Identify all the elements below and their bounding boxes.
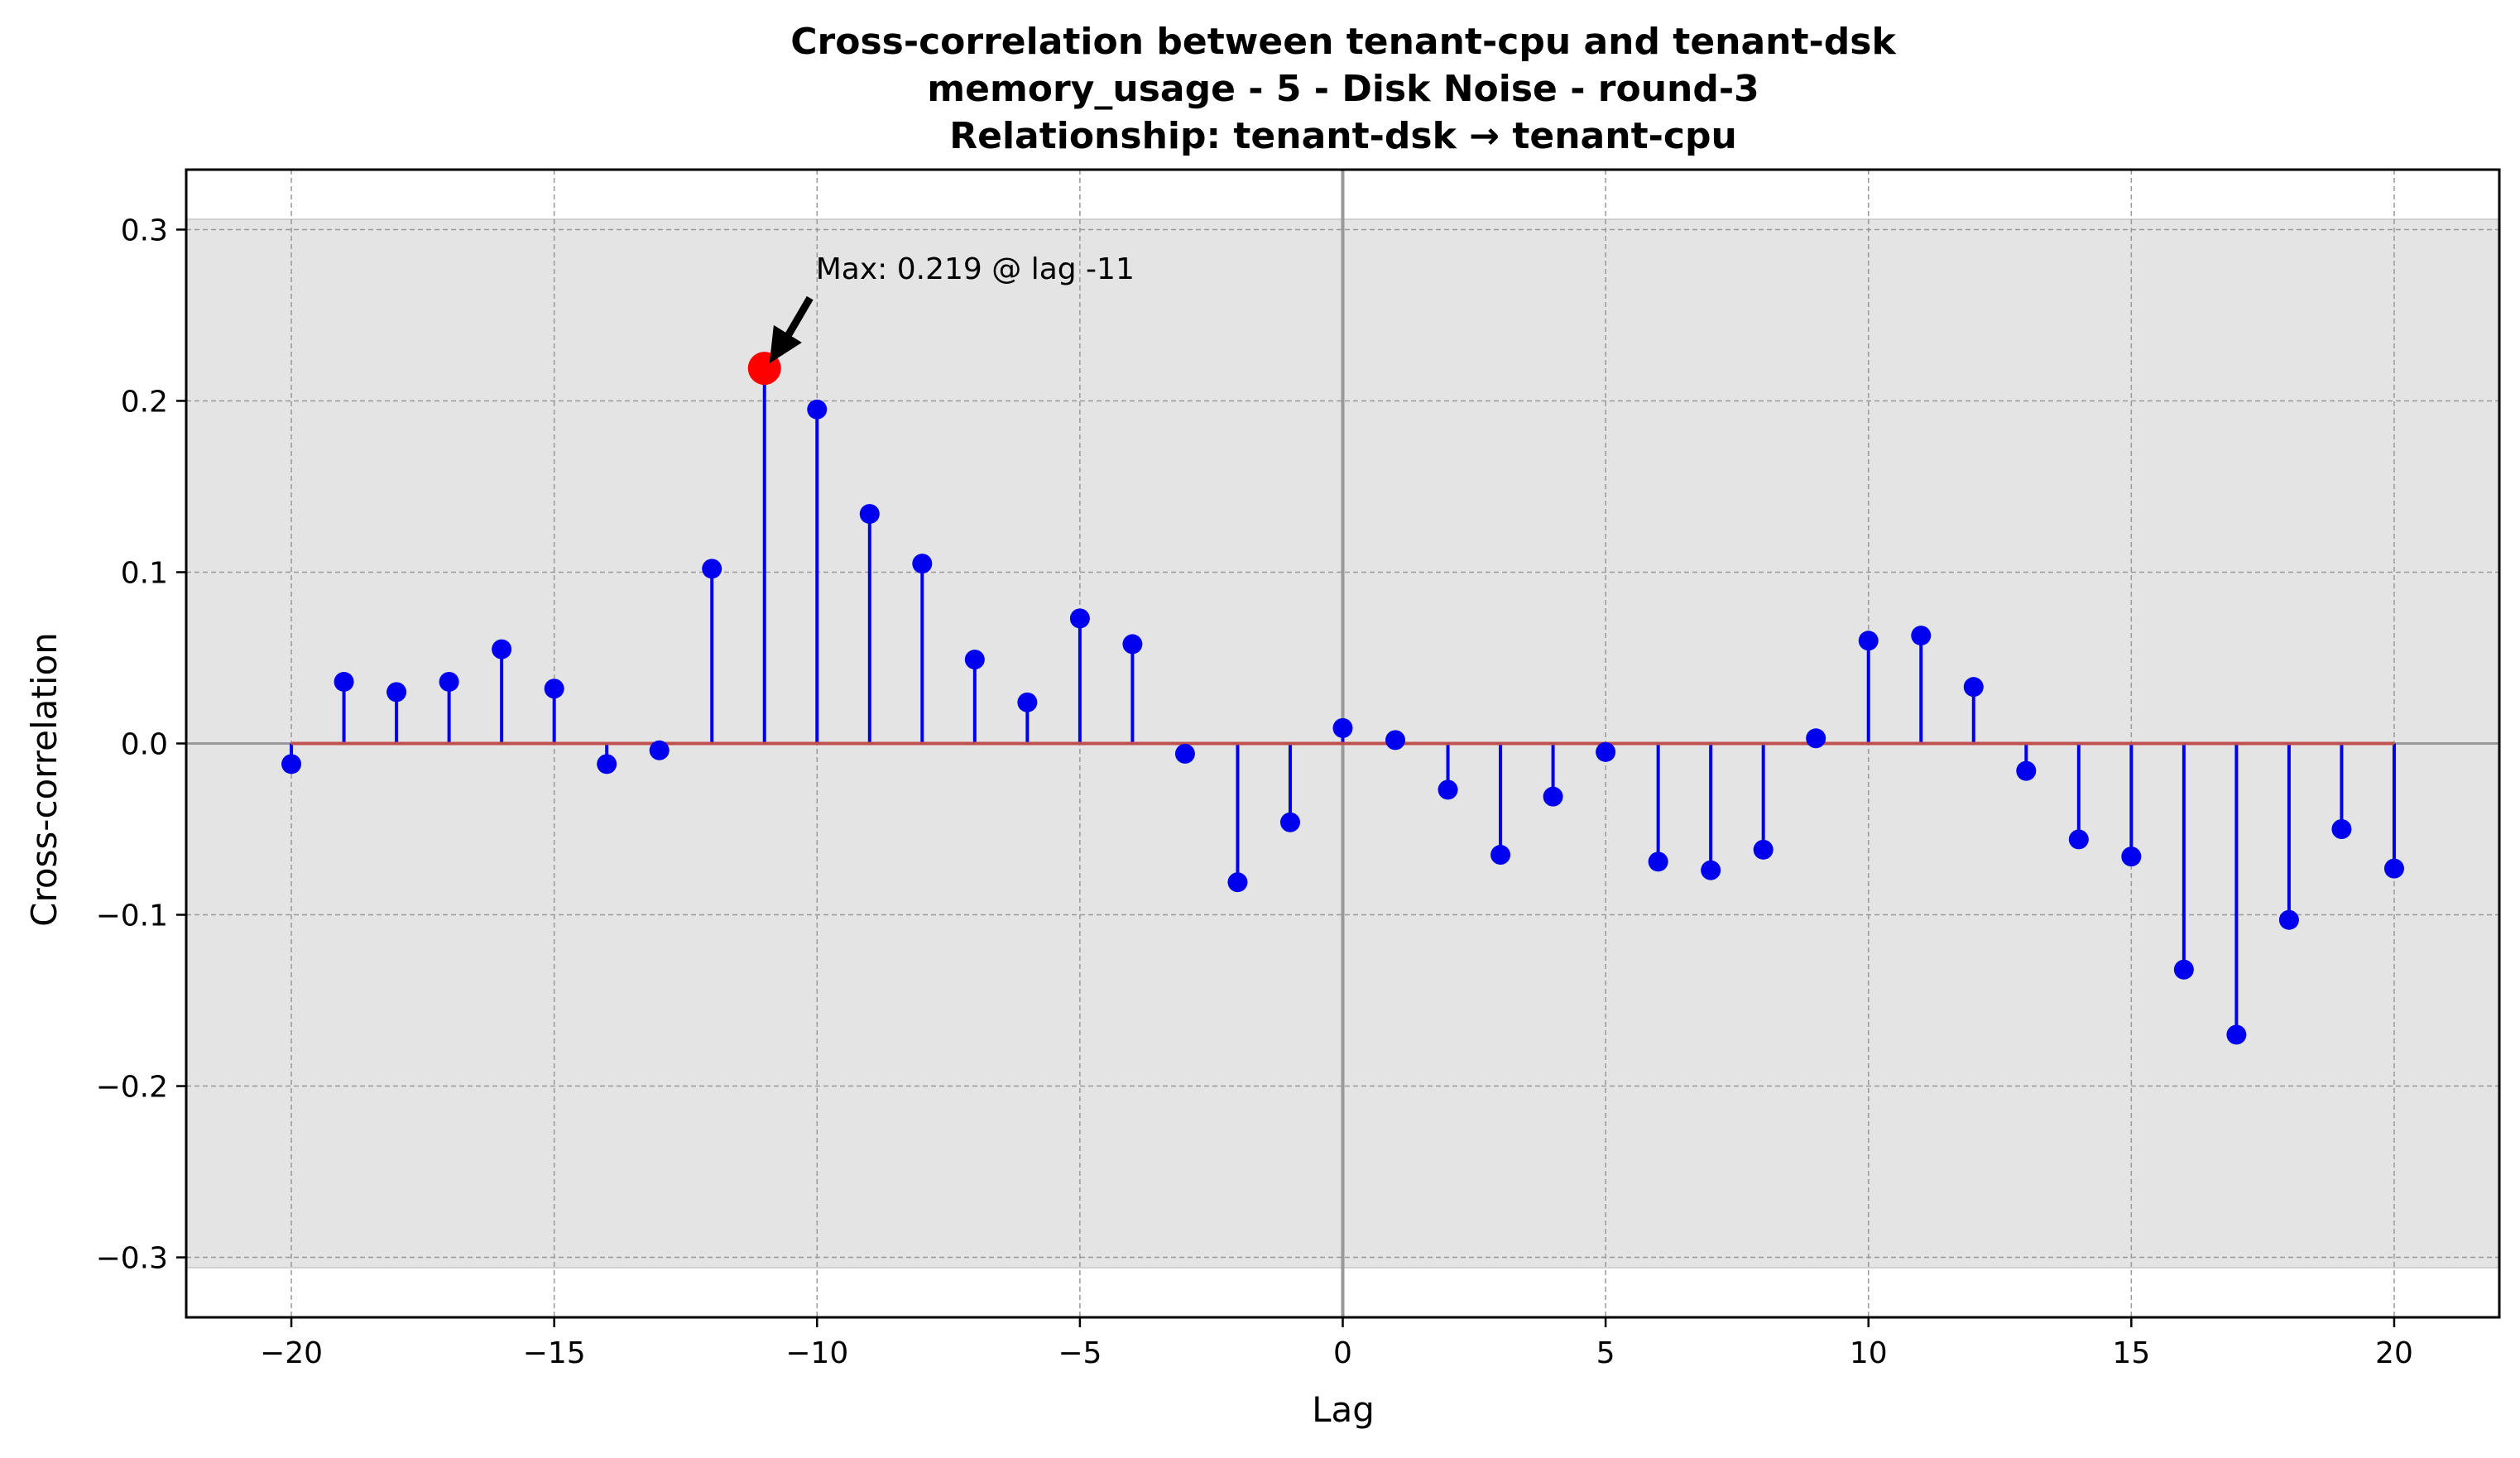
- stem-marker: [492, 639, 512, 659]
- x-tick-label: −10: [785, 1336, 848, 1370]
- y-tick-label: −0.3: [96, 1242, 168, 1276]
- stem-marker: [2068, 829, 2089, 850]
- stem-marker: [1174, 743, 1195, 764]
- stem-marker: [2121, 847, 2142, 867]
- stem-marker: [2226, 1024, 2247, 1045]
- stem-marker: [2383, 858, 2404, 879]
- annotation-arrow-head: [769, 324, 802, 364]
- x-tick-label: 0: [1333, 1336, 1352, 1370]
- stem-marker: [912, 554, 933, 574]
- stem-marker: [1753, 839, 1774, 860]
- y-tick-label: 0.1: [121, 556, 168, 590]
- stem-marker: [2016, 760, 2037, 781]
- stem-marker: [1543, 786, 1563, 807]
- max-annotation-text: Max: 0.219 @ lag -11: [816, 252, 1135, 286]
- stem-marker: [2278, 909, 2299, 930]
- stem-marker: [1122, 634, 1143, 655]
- y-tick-label: −0.2: [96, 1071, 168, 1105]
- y-tick-label: 0.2: [121, 385, 168, 419]
- x-tick-label: −5: [1058, 1336, 1102, 1370]
- x-tick-label: 10: [1850, 1336, 1888, 1370]
- stem-marker: [1017, 692, 1038, 712]
- chart-title: Cross-correlation between tenant-cpu and…: [790, 21, 1897, 157]
- stem-marker: [807, 399, 828, 420]
- stem-marker: [1596, 741, 1616, 762]
- y-tick-label: 0.0: [121, 728, 168, 762]
- stem-marker: [334, 671, 354, 692]
- stem-marker: [1806, 728, 1826, 749]
- stem-marker: [1648, 851, 1668, 872]
- stem-marker: [1858, 631, 1879, 651]
- stem-marker: [649, 740, 670, 760]
- stem-marker: [1069, 608, 1090, 629]
- chart-title-line-1: Cross-correlation between tenant-cpu and…: [790, 21, 1897, 63]
- stem-marker: [386, 682, 407, 703]
- stem-marker: [1438, 779, 1458, 800]
- x-tick-label: 15: [2112, 1336, 2150, 1370]
- stem-marker: [439, 671, 459, 692]
- stem-marker: [2173, 959, 2194, 980]
- y-tick-label: −0.1: [96, 899, 168, 933]
- stem-marker: [1385, 730, 1406, 751]
- stem-marker: [2331, 819, 2352, 840]
- x-tick-label: −20: [260, 1336, 323, 1370]
- stem-marker: [597, 754, 617, 775]
- y-tick-label: 0.3: [121, 213, 168, 247]
- stem-marker: [1227, 872, 1248, 893]
- stem-marker: [1279, 812, 1300, 832]
- stem-marker: [281, 754, 302, 775]
- stem-marker: [1701, 860, 1721, 880]
- x-tick-label: 20: [2375, 1336, 2413, 1370]
- stem-marker: [859, 504, 880, 525]
- y-axis-label: Cross-correlation: [24, 632, 65, 927]
- stem-marker: [1332, 717, 1353, 738]
- stem-marker: [964, 650, 985, 670]
- chart-title-line-2: memory_usage - 5 - Disk Noise - round-3: [927, 68, 1759, 110]
- x-tick-label: −15: [523, 1336, 586, 1370]
- x-tick-label: 5: [1596, 1336, 1615, 1370]
- stem-marker: [1963, 677, 1984, 698]
- stem-marker: [1490, 845, 1511, 866]
- stem-marker: [544, 679, 564, 699]
- stem-marker: [1911, 626, 1932, 646]
- x-axis-label: Lag: [1312, 1389, 1375, 1430]
- stem-marker: [702, 559, 722, 579]
- chart-title-line-3: Relationship: tenant-dsk → tenant-cpu: [949, 115, 1737, 157]
